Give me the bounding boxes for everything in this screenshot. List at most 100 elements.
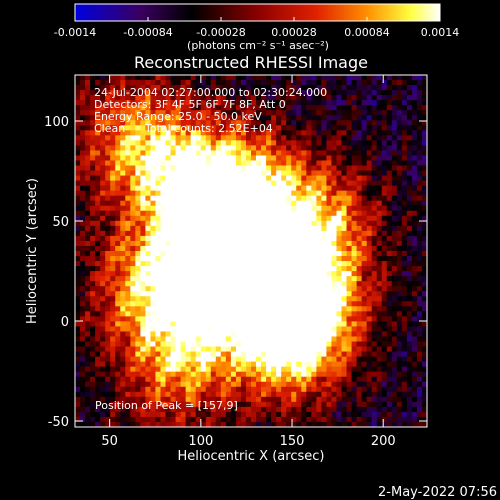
heatmap-cell bbox=[200, 215, 207, 222]
heatmap-cell bbox=[336, 210, 343, 217]
heatmap-cell bbox=[251, 75, 257, 81]
heatmap-cell bbox=[391, 240, 398, 247]
heatmap-cell bbox=[130, 205, 136, 212]
heatmap-cell bbox=[326, 175, 332, 182]
heatmap-cell bbox=[391, 220, 398, 227]
heatmap-cell bbox=[256, 281, 262, 287]
heatmap-cell bbox=[160, 276, 167, 282]
heatmap-cell bbox=[351, 80, 358, 86]
heatmap-cell bbox=[160, 95, 167, 101]
heatmap-cell bbox=[406, 321, 413, 327]
heatmap-cell bbox=[331, 276, 337, 282]
heatmap-cell bbox=[346, 170, 353, 177]
heatmap-cell bbox=[376, 286, 383, 292]
heatmap-cell bbox=[331, 371, 337, 378]
heatmap-cell bbox=[165, 170, 172, 177]
heatmap-cell bbox=[140, 125, 146, 131]
heatmap-cell bbox=[215, 301, 222, 307]
heatmap-cell bbox=[95, 85, 101, 91]
heatmap-cell bbox=[95, 336, 101, 343]
heatmap-cell bbox=[371, 321, 378, 327]
heatmap-cell bbox=[75, 160, 81, 167]
heatmap-cell bbox=[336, 291, 343, 297]
heatmap-cell bbox=[421, 220, 427, 227]
heatmap-cell bbox=[235, 261, 242, 267]
heatmap-cell bbox=[160, 371, 167, 378]
heatmap-cell bbox=[276, 235, 282, 242]
heatmap-cell bbox=[386, 170, 393, 177]
heatmap-cell bbox=[150, 276, 156, 282]
heatmap-cell bbox=[175, 140, 182, 146]
heatmap-cell bbox=[311, 150, 317, 156]
heatmap-cell bbox=[240, 291, 247, 297]
heatmap-cell bbox=[200, 396, 207, 403]
heatmap-cell bbox=[411, 175, 418, 182]
heatmap-cell bbox=[411, 190, 418, 197]
heatmap-cell bbox=[125, 105, 131, 111]
heatmap-cell bbox=[235, 225, 242, 232]
heatmap-cell bbox=[135, 210, 141, 217]
heatmap-cell bbox=[210, 85, 217, 91]
heatmap-cell bbox=[205, 85, 212, 91]
heatmap-cell bbox=[200, 240, 207, 247]
heatmap-cell bbox=[115, 75, 121, 81]
heatmap-cell bbox=[215, 150, 222, 156]
heatmap-cell bbox=[351, 381, 358, 388]
heatmap-cell bbox=[281, 75, 287, 81]
heatmap-cell bbox=[321, 150, 327, 156]
heatmap-cell bbox=[416, 205, 423, 212]
heatmap-cell bbox=[401, 401, 408, 408]
heatmap-cell bbox=[276, 140, 282, 146]
heatmap-cell bbox=[256, 321, 262, 327]
heatmap-cell bbox=[215, 416, 222, 423]
heatmap-cell bbox=[401, 220, 408, 227]
heatmap-cell bbox=[251, 396, 257, 403]
heatmap-cell bbox=[110, 135, 116, 141]
heatmap-cell bbox=[185, 115, 192, 121]
heatmap-cell bbox=[225, 120, 232, 126]
heatmap-cell bbox=[215, 266, 222, 272]
heatmap-cell bbox=[175, 411, 182, 418]
heatmap-cell bbox=[281, 190, 287, 197]
heatmap-cell bbox=[351, 195, 358, 202]
heatmap-cell bbox=[391, 155, 398, 161]
heatmap-cell bbox=[306, 291, 312, 297]
heatmap-cell bbox=[85, 195, 91, 202]
heatmap-cell bbox=[366, 281, 373, 287]
heatmap-cell bbox=[296, 240, 302, 247]
heatmap-cell bbox=[256, 366, 262, 373]
heatmap-cell bbox=[105, 346, 111, 353]
heatmap-cell bbox=[266, 306, 272, 312]
heatmap-cell bbox=[190, 326, 197, 332]
heatmap-cell bbox=[411, 306, 418, 312]
heatmap-cell bbox=[266, 185, 272, 192]
heatmap-cell bbox=[140, 416, 146, 423]
heatmap-cell bbox=[135, 205, 141, 212]
heatmap-cell bbox=[220, 281, 227, 287]
heatmap-cell bbox=[185, 100, 192, 106]
heatmap-cell bbox=[326, 391, 332, 398]
heatmap-cell bbox=[411, 381, 418, 388]
heatmap-cell bbox=[331, 100, 337, 106]
heatmap-cell bbox=[100, 120, 106, 126]
heatmap-cell bbox=[271, 185, 277, 192]
heatmap-cell bbox=[245, 225, 252, 232]
heatmap-cell bbox=[391, 160, 398, 167]
heatmap-cell bbox=[376, 195, 383, 202]
heatmap-cell bbox=[215, 75, 222, 81]
heatmap-cell bbox=[411, 276, 418, 282]
heatmap-cell bbox=[95, 195, 101, 202]
heatmap-cell bbox=[251, 150, 257, 156]
heatmap-cell bbox=[411, 210, 418, 217]
heatmap-cell bbox=[361, 120, 368, 126]
heatmap-cell bbox=[215, 341, 222, 348]
heatmap-cell bbox=[311, 235, 317, 242]
heatmap-cell bbox=[150, 306, 156, 312]
heatmap-cell bbox=[411, 376, 418, 383]
heatmap-cell bbox=[95, 331, 101, 337]
heatmap-cell bbox=[386, 85, 393, 91]
heatmap-cell bbox=[261, 215, 267, 222]
heatmap-cell bbox=[366, 140, 373, 146]
heatmap-cell bbox=[251, 256, 257, 262]
heatmap-cell bbox=[195, 170, 202, 177]
